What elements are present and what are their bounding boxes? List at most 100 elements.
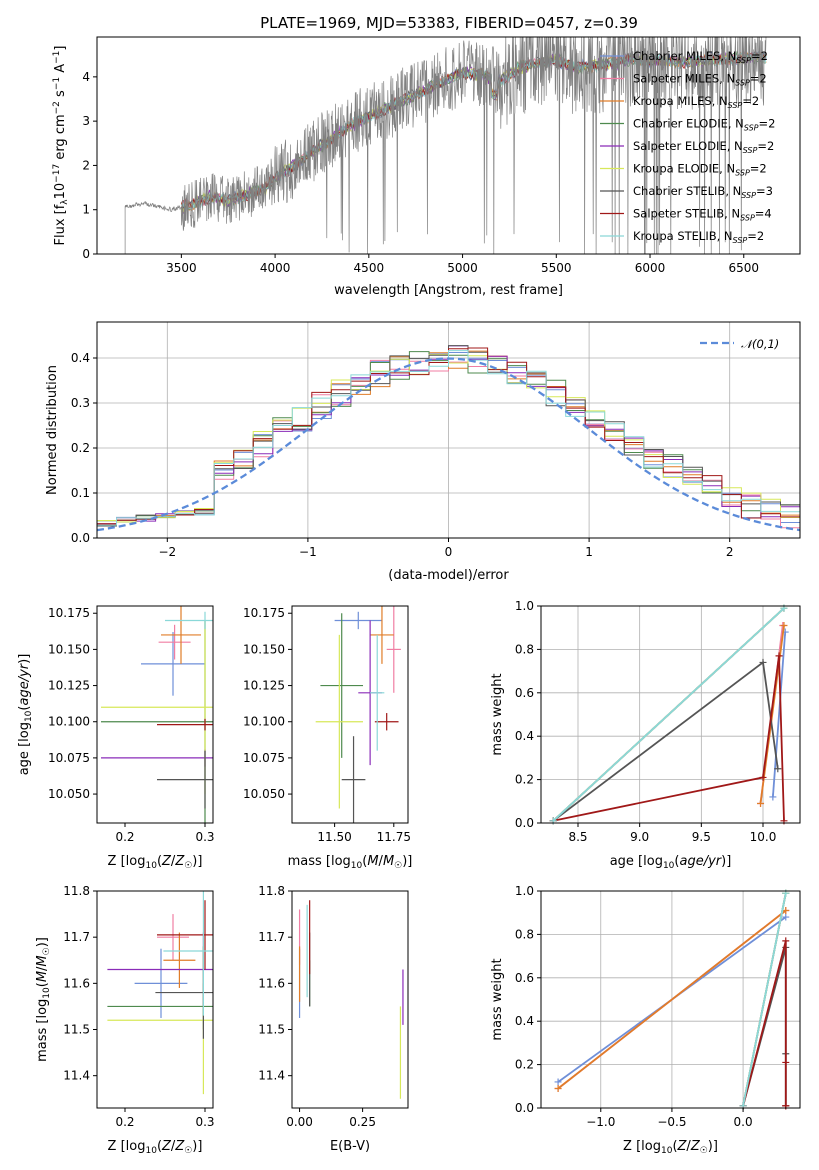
y-tick-label: 0.0 bbox=[71, 531, 90, 545]
errorbar-point bbox=[165, 611, 213, 630]
axes-frame bbox=[291, 605, 409, 824]
label-part: M bbox=[383, 854, 394, 869]
label-part: −2 bbox=[52, 101, 62, 114]
x-tick-label: 0.00 bbox=[286, 1115, 313, 1129]
plus-marker bbox=[782, 913, 790, 921]
weight-line-kroupa-miles bbox=[759, 625, 785, 804]
x-tick-label: 0.2 bbox=[115, 830, 134, 844]
legend-nssp: =2 bbox=[751, 49, 768, 63]
axes-frame bbox=[96, 605, 214, 824]
label-part: A bbox=[53, 64, 68, 77]
label-part: Z bbox=[677, 1139, 688, 1154]
legend-nssp: =3 bbox=[756, 184, 773, 198]
y-tick-label: 11.4 bbox=[258, 1069, 285, 1083]
y-axis-label: Flux [fλ10−17 erg cm−2 s−1 A−1] bbox=[52, 46, 70, 246]
x-tick-label: 5000 bbox=[447, 261, 478, 275]
y-tick-label: 0.3 bbox=[71, 396, 90, 410]
label-part: ( bbox=[17, 706, 32, 711]
panel-spectrum: 3500 4000 4500 5000 5500 6000 6500 0 1 2 3 4 wavelen… bbox=[52, 35, 801, 298]
label-part: ] bbox=[53, 46, 68, 51]
plus-marker bbox=[759, 773, 767, 781]
label-part: mass weight bbox=[490, 673, 505, 755]
label-part: ☉ bbox=[184, 1146, 192, 1156]
panel-age_vs_mass: 11.50 11.75 10.050 10.075 10.100 10.125 10.150… bbox=[243, 605, 412, 871]
errorbar-point bbox=[157, 900, 213, 970]
legend-model: Chabrier STELIB, N bbox=[633, 184, 741, 198]
normal-distribution-curve bbox=[96, 357, 801, 532]
y-tick-label: 10.050 bbox=[243, 787, 285, 801]
axes-frame bbox=[96, 890, 214, 1109]
y-tick-label: 10.175 bbox=[243, 606, 285, 620]
y-tick-label: 11.8 bbox=[258, 884, 285, 898]
legend-nssp: =2 bbox=[750, 162, 767, 176]
y-tick-label: 0.2 bbox=[515, 773, 534, 787]
y-tick-label: 11.5 bbox=[63, 1023, 90, 1037]
legend-label: Salpeter MILES, NSSP=2 bbox=[633, 72, 767, 88]
errorbar-point bbox=[157, 750, 213, 809]
label-part: )] bbox=[708, 1139, 718, 1154]
errorbar-point bbox=[101, 620, 213, 823]
x-axis-label: age [log10(age/yr)] bbox=[610, 854, 732, 871]
axes-frame bbox=[540, 605, 801, 824]
legend-model: Chabrier ELODIE, N bbox=[633, 117, 744, 131]
label-part: ( bbox=[674, 854, 679, 869]
errorbar-point bbox=[161, 606, 201, 664]
label-part: Z [log bbox=[108, 1139, 146, 1154]
legend-sub: SSP bbox=[744, 124, 759, 133]
label-part: M bbox=[35, 955, 50, 966]
label-part: age/yr bbox=[679, 854, 722, 869]
plot-area bbox=[124, 35, 767, 255]
label-part: ( bbox=[157, 854, 162, 869]
legend-sub: SSP bbox=[735, 79, 750, 88]
label-part: Z bbox=[174, 854, 185, 869]
errorbar-point bbox=[315, 634, 364, 809]
legend-model: Salpeter STELIB, N bbox=[633, 207, 740, 221]
label-part: M bbox=[367, 854, 378, 869]
label-part: −17 bbox=[52, 164, 62, 183]
label-part: Flux [f bbox=[53, 204, 68, 245]
plus-marker bbox=[759, 658, 767, 666]
legend-label: Chabrier MILES, NSSP=2 bbox=[633, 49, 768, 65]
x-tick-label: 4000 bbox=[260, 261, 291, 275]
legend-sub: SSP bbox=[735, 169, 750, 178]
x-tick-label: 2 bbox=[726, 545, 734, 559]
x-tick-label: 1 bbox=[585, 545, 593, 559]
weight-line-kroupa-stelib bbox=[742, 893, 787, 1106]
plot-area bbox=[101, 606, 213, 823]
y-tick-label: 4 bbox=[82, 70, 90, 84]
label-part: 10 bbox=[24, 710, 34, 722]
label-part: )] bbox=[17, 654, 32, 664]
plus-marker bbox=[782, 907, 790, 915]
y-tick-label: 10.050 bbox=[48, 787, 90, 801]
y-axis-label: mass weight bbox=[490, 673, 505, 755]
label-part: E(B-V) bbox=[330, 1139, 370, 1154]
legend-label: Salpeter ELODIE, NSSP=2 bbox=[633, 139, 774, 155]
errorbar-point bbox=[101, 749, 213, 767]
label-part: Z [log bbox=[108, 854, 146, 869]
label-part: ☉ bbox=[700, 1146, 708, 1156]
legend-nssp: =2 bbox=[742, 94, 759, 108]
x-tick-label: 9.5 bbox=[692, 830, 711, 844]
x-tick-label: −2 bbox=[158, 545, 176, 559]
legend-sub: SSP bbox=[728, 101, 743, 110]
x-axis-label: Z [log10(Z/Z☉)] bbox=[108, 1139, 203, 1156]
y-tick-label: 11.6 bbox=[63, 976, 90, 990]
legend-model: Kroupa STELIB, N bbox=[633, 229, 733, 243]
label-part: Z bbox=[161, 854, 172, 869]
x-axis-label: Z [log10(Z/Z☉)] bbox=[108, 854, 203, 871]
y-tick-label: 1 bbox=[82, 203, 90, 217]
label-part: −1 bbox=[52, 51, 62, 64]
y-axis-label: mass [log10(M/M☉)] bbox=[35, 937, 52, 1062]
y-tick-label: 10.100 bbox=[48, 715, 90, 729]
y-tick-label: 10.125 bbox=[243, 679, 285, 693]
errorbar-point bbox=[107, 983, 213, 1030]
x-tick-label: 10.0 bbox=[750, 830, 777, 844]
label-part: Z bbox=[690, 1139, 701, 1154]
label-part: Z [log bbox=[623, 1139, 661, 1154]
panel-age_vs_Z: 0.2 0.3 10.050 10.075 10.100 10.125 10.150 10.1… bbox=[17, 605, 215, 871]
label-part: / bbox=[35, 966, 50, 971]
errorbar-point bbox=[386, 606, 401, 693]
legend-label: Chabrier ELODIE, NSSP=2 bbox=[633, 117, 775, 133]
x-tick-label: 5500 bbox=[541, 261, 572, 275]
y-axis-label: age [log10(age/yr)] bbox=[17, 654, 34, 776]
